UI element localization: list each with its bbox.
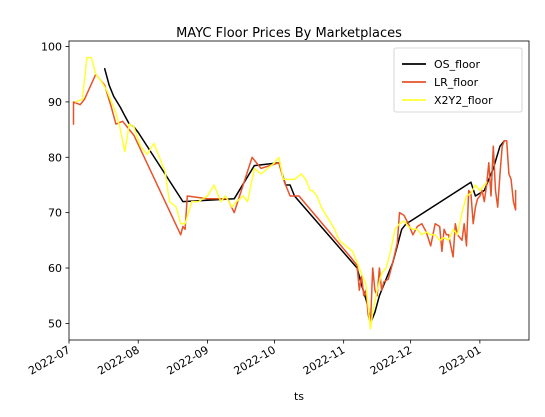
legend: OS_floor LR_floor X2Y2_floor bbox=[393, 47, 523, 113]
legend-label: X2Y2_floor bbox=[434, 94, 493, 107]
x-tick-label: 2022-07 bbox=[26, 343, 72, 377]
y-tick-label: 90 bbox=[48, 96, 62, 109]
x-tick-label: 2022-11 bbox=[301, 343, 347, 377]
x-axis-label: ts bbox=[294, 390, 304, 403]
series-line-lr-floor bbox=[72, 73, 517, 325]
axes-frame bbox=[68, 40, 530, 341]
legend-label: LR_floor bbox=[434, 76, 479, 89]
series-line-x2y2-floor bbox=[74, 56, 488, 330]
x-tick-label: 2022-08 bbox=[95, 343, 141, 377]
x-tick-label: 2022-10 bbox=[232, 343, 278, 377]
y-tick-label: 80 bbox=[48, 151, 62, 164]
chart-title: MAYC Floor Prices By Marketplaces bbox=[176, 26, 402, 41]
y-tick-label: 60 bbox=[48, 262, 62, 275]
x-tick-label: 2022-09 bbox=[165, 343, 211, 377]
x-axis: 2022-07 2022-08 2022-09 2022-10 2022-11 2022-… bbox=[26, 340, 483, 378]
y-tick-label: 70 bbox=[48, 207, 62, 220]
x-tick-label: 2023-01 bbox=[437, 343, 483, 377]
x-tick-label: 2022-12 bbox=[368, 343, 414, 377]
series-layer bbox=[72, 56, 517, 330]
legend-label: OS_floor bbox=[434, 58, 481, 71]
plot-area bbox=[68, 40, 530, 341]
y-tick-label: 100 bbox=[41, 41, 62, 54]
y-axis: 50 60 70 80 90 100 bbox=[41, 41, 69, 330]
y-tick-label: 50 bbox=[48, 317, 62, 330]
